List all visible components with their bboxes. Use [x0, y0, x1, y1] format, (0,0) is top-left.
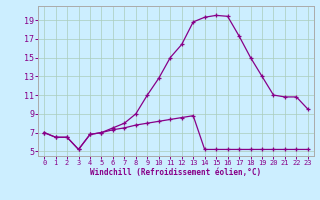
X-axis label: Windchill (Refroidissement éolien,°C): Windchill (Refroidissement éolien,°C): [91, 168, 261, 177]
